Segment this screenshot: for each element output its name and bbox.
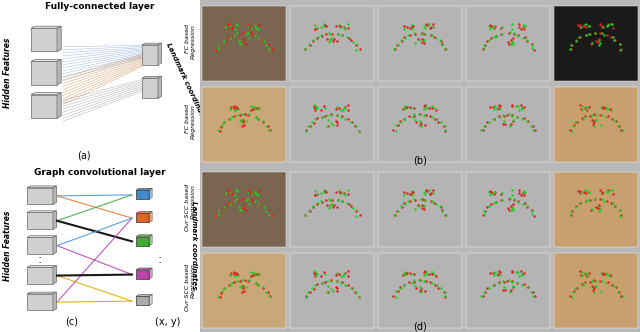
Text: (b): (b) <box>413 155 427 165</box>
Bar <box>290 172 374 246</box>
Polygon shape <box>53 236 56 254</box>
Bar <box>27 267 53 284</box>
Polygon shape <box>27 211 56 212</box>
Polygon shape <box>31 59 61 61</box>
Bar <box>27 188 53 204</box>
Bar <box>378 253 462 328</box>
Polygon shape <box>149 268 152 279</box>
Polygon shape <box>136 268 152 270</box>
Bar <box>202 172 286 246</box>
Polygon shape <box>53 266 56 284</box>
Text: (d): (d) <box>413 321 427 331</box>
Text: :: : <box>38 253 42 266</box>
Text: Landmark coordinates: Landmark coordinates <box>164 42 207 124</box>
Text: (c): (c) <box>65 317 79 327</box>
Polygon shape <box>31 26 61 28</box>
Bar <box>290 253 374 328</box>
Polygon shape <box>53 292 56 310</box>
Bar <box>290 6 374 80</box>
Text: (x, y): (x, y) <box>156 317 180 327</box>
Polygon shape <box>149 235 152 246</box>
Text: Fully-connected layer: Fully-connected layer <box>45 2 155 12</box>
Polygon shape <box>27 292 56 294</box>
Polygon shape <box>27 236 56 237</box>
Bar <box>31 28 57 51</box>
Text: Landmark coordinates: Landmark coordinates <box>191 202 197 290</box>
Bar <box>31 61 57 85</box>
Text: Hidden Features: Hidden Features <box>3 210 13 281</box>
Bar <box>554 87 638 162</box>
Bar <box>378 87 462 162</box>
Polygon shape <box>149 294 152 305</box>
Bar <box>136 213 149 222</box>
Bar <box>136 236 149 246</box>
Polygon shape <box>136 188 152 190</box>
Bar <box>554 6 638 80</box>
Polygon shape <box>27 266 56 267</box>
Bar <box>136 190 149 199</box>
Polygon shape <box>136 294 152 296</box>
Text: Our SCC based
Regression: Our SCC based Regression <box>185 264 196 311</box>
Polygon shape <box>53 211 56 229</box>
Bar <box>27 294 53 310</box>
Text: FC based
Regression: FC based Regression <box>185 24 196 59</box>
Bar <box>554 253 638 328</box>
Polygon shape <box>142 43 161 45</box>
Bar <box>202 253 286 328</box>
Bar <box>466 6 550 80</box>
Bar <box>290 87 374 162</box>
Polygon shape <box>27 186 56 188</box>
Bar <box>466 253 550 328</box>
Bar <box>378 6 462 80</box>
Bar <box>27 212 53 229</box>
Bar <box>142 78 158 98</box>
Bar <box>554 172 638 246</box>
Polygon shape <box>149 211 152 222</box>
Polygon shape <box>136 235 152 236</box>
Polygon shape <box>57 59 61 85</box>
Text: Graph convolutional layer: Graph convolutional layer <box>34 169 166 178</box>
Bar <box>466 172 550 246</box>
Polygon shape <box>158 43 161 65</box>
Polygon shape <box>57 93 61 118</box>
Bar <box>466 87 550 162</box>
Bar <box>31 95 57 118</box>
Bar <box>27 237 53 254</box>
Text: Our SCC based
Regression: Our SCC based Regression <box>185 184 196 231</box>
Text: (a): (a) <box>77 150 91 160</box>
Bar <box>136 270 149 279</box>
Polygon shape <box>149 188 152 199</box>
Text: :: : <box>158 253 162 266</box>
Polygon shape <box>53 186 56 204</box>
Polygon shape <box>158 76 161 98</box>
Polygon shape <box>31 93 61 95</box>
Bar <box>142 45 158 65</box>
Polygon shape <box>57 26 61 51</box>
Bar <box>202 87 286 162</box>
Bar <box>378 172 462 246</box>
Text: Hidden Features: Hidden Features <box>3 38 13 108</box>
Bar <box>136 296 149 305</box>
Text: FC based
Regression: FC based Regression <box>185 104 196 139</box>
Polygon shape <box>142 76 161 78</box>
Polygon shape <box>136 211 152 213</box>
Bar <box>202 6 286 80</box>
